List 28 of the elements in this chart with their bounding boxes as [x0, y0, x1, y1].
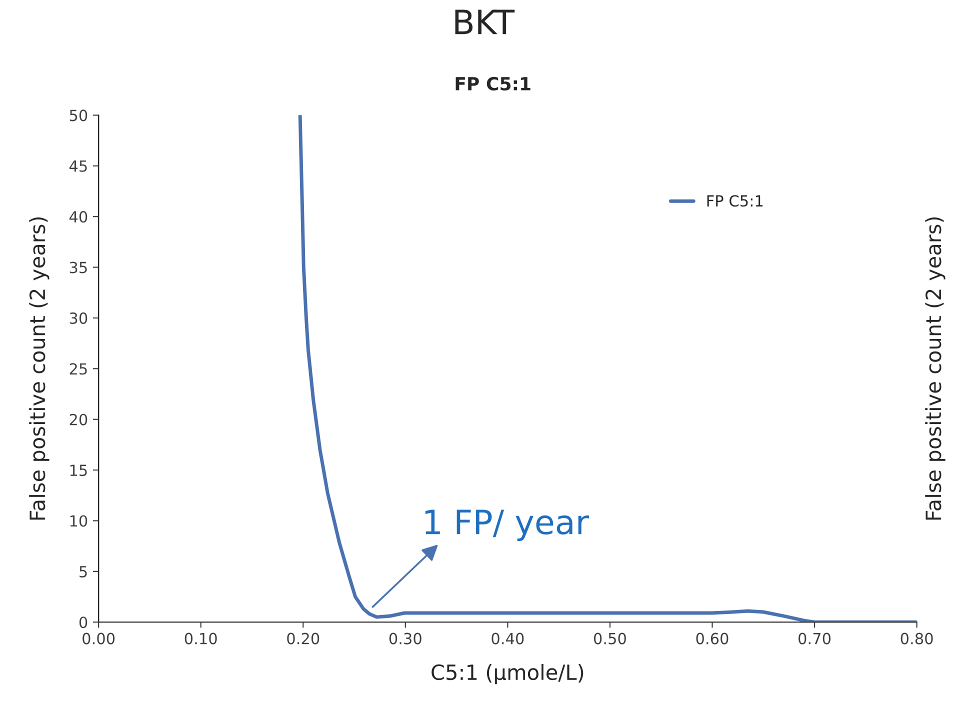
x-tick-label: 0.40	[492, 632, 524, 644]
y-tick-label: 25	[70, 363, 87, 375]
x-tick-label: 0.50	[594, 632, 626, 644]
x-tick-label: 0.80	[900, 632, 933, 644]
line-series	[298, 115, 917, 622]
x-axis-title: C5:1 (µmole/L)	[432, 664, 584, 684]
x-tick-label: 0.70	[798, 632, 831, 644]
x-tick-label: 0.30	[389, 632, 422, 644]
y-tick-label: 5	[80, 566, 87, 578]
annotation: 1 FP/ year	[425, 510, 590, 542]
x-tick-label: 0.20	[287, 632, 320, 644]
y-tick-label: 40	[69, 211, 88, 223]
x-tick-label: 0.10	[184, 632, 217, 644]
y-tick-label: 35	[70, 262, 87, 274]
y-tick-label: 15	[70, 464, 87, 476]
chart-subtitle: FP C5:1	[456, 76, 530, 91]
y-axis-title: False positive count (2 years)	[29, 217, 50, 520]
y-tick-label: 10	[70, 515, 88, 527]
y2-axis-title: False positive count (2 years)	[925, 217, 946, 520]
chart-title: BKT	[455, 10, 515, 34]
legend-label: FP C5:1	[707, 195, 763, 207]
y-tick-label: 0	[79, 616, 88, 628]
y-tick-label: 20	[70, 414, 88, 426]
y-tick-label: 30	[70, 312, 88, 324]
y-tick-label: 50	[70, 110, 88, 122]
x-tick-label: 0.60	[696, 632, 728, 644]
x-tick-label: 0.00	[82, 632, 115, 644]
y-tick-label: 45	[69, 160, 87, 172]
